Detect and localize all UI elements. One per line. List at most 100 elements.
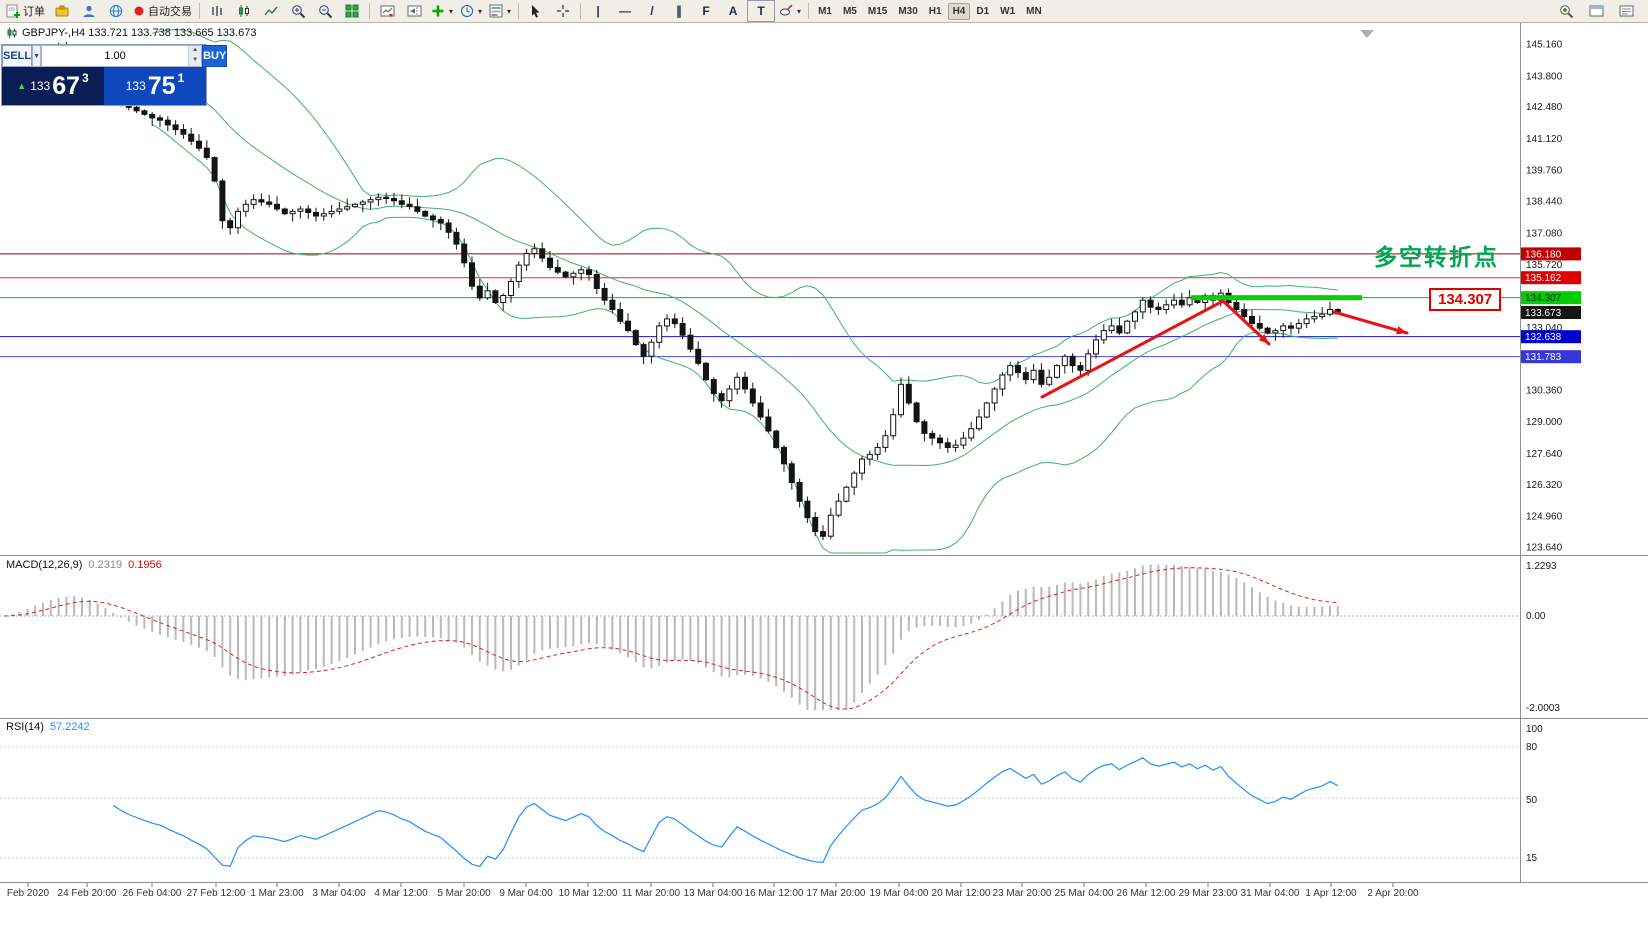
svg-text:13 Mar 04:00: 13 Mar 04:00: [684, 888, 743, 899]
auto-trading-icon: [134, 6, 144, 16]
svg-text:17 Mar 20:00: 17 Mar 20:00: [807, 888, 866, 899]
channel-icon: ∥: [676, 4, 683, 18]
svg-text:24 Feb 20:00: 24 Feb 20:00: [58, 888, 117, 899]
templates-button[interactable]: ▾: [486, 1, 514, 21]
tf-mn-button[interactable]: MN: [1026, 5, 1042, 17]
tf-m15-button[interactable]: M15: [867, 5, 888, 17]
symbol-ohlc-text: GBPJPY-,H4 133.721 133.738 133.665 133.6…: [22, 27, 257, 39]
indicators-button[interactable]: ▾: [428, 1, 456, 21]
caret-down-icon: ▾: [797, 6, 802, 16]
tf-h4-button[interactable]: H4: [947, 2, 971, 20]
auto-scroll-button[interactable]: [374, 1, 400, 21]
auto-trading-label: 自动交易: [148, 6, 192, 18]
tf-w1-button[interactable]: W1: [1000, 5, 1016, 17]
line-chart-type-button[interactable]: [258, 1, 284, 21]
vertical-line-tool-button[interactable]: |: [585, 1, 611, 21]
data-window-button[interactable]: [1583, 1, 1609, 21]
crosshair-tool-button[interactable]: [550, 1, 576, 21]
trade-widget-controls: SELL ▼ ▲▼ BUY: [2, 45, 228, 67]
volume-stepper[interactable]: ▲ ▼: [188, 46, 202, 66]
templates-icon: [489, 4, 503, 18]
svg-text:16 Mar 12:00: 16 Mar 12:00: [745, 888, 804, 899]
tile-windows-button[interactable]: [339, 1, 365, 21]
volume-input[interactable]: [42, 46, 189, 66]
svg-text:5 Mar 20:00: 5 Mar 20:00: [437, 888, 491, 899]
volume-box: ▲▼: [41, 45, 203, 67]
chart-shift-button[interactable]: [401, 1, 427, 21]
sell-price-prefix: 133: [30, 79, 51, 93]
sell-button[interactable]: SELL: [2, 45, 33, 67]
horizontal-line-tool-button[interactable]: —: [612, 1, 638, 21]
zoom-out-icon: [318, 4, 332, 18]
sell-price-panel[interactable]: ▲ 133 67 3: [2, 67, 104, 105]
tf-m30-button[interactable]: M30: [898, 5, 918, 17]
zoom-out-button[interactable]: [312, 1, 338, 21]
crosshair-icon: [557, 5, 570, 17]
volume-dropdown-button[interactable]: ▼: [32, 45, 42, 67]
fibonacci-tool-button[interactable]: F: [693, 1, 719, 21]
candlestick-chart-type-icon: [239, 5, 249, 17]
channel-tool-button[interactable]: ∥: [666, 1, 692, 21]
auto-trading-button[interactable]: 自动交易: [130, 1, 195, 21]
text-label-tool-button[interactable]: T: [747, 0, 776, 22]
svg-text:50: 50: [1526, 795, 1538, 806]
text-label-icon: T: [757, 4, 765, 18]
search-plus-button[interactable]: [1553, 1, 1579, 21]
macd-header: MACD(12,26,9) 0.2319 0.1956: [6, 559, 162, 571]
cursor-tool-button[interactable]: [523, 1, 549, 21]
tf-h1-button[interactable]: H1: [928, 5, 942, 17]
svg-text:142.480: 142.480: [1526, 102, 1563, 113]
svg-text:1 Mar 23:00: 1 Mar 23:00: [250, 888, 304, 899]
macd-main-value: 0.2319: [88, 559, 123, 571]
buy-price-panel[interactable]: 133 75 1: [104, 67, 206, 105]
svg-text:145.160: 145.160: [1526, 40, 1563, 51]
bar-chart-type-icon: [212, 6, 222, 16]
volume-up-icon[interactable]: ▲: [189, 46, 202, 56]
svg-text:23 Mar 20:00: 23 Mar 20:00: [993, 888, 1052, 899]
shapes-tool-button[interactable]: ▾: [776, 1, 804, 21]
macd-signal-value: 0.1956: [128, 559, 162, 571]
trendline-tool-button[interactable]: /: [639, 1, 665, 21]
one-click-trading-widget: SELL ▼ ▲▼ BUY ▲ 133 67 3 133 75 1: [1, 44, 228, 106]
new-order-label: 订单: [23, 6, 45, 18]
trade-widget-prices: ▲ 133 67 3 133 75 1: [2, 67, 206, 105]
toolbar-right-group: [1553, 1, 1645, 21]
svg-text:143.800: 143.800: [1526, 71, 1563, 82]
volume-down-icon[interactable]: ▼: [189, 56, 202, 66]
buy-button[interactable]: BUY: [202, 45, 228, 67]
profile-button[interactable]: [76, 1, 102, 21]
period-button[interactable]: ▾: [457, 1, 485, 21]
bar-chart-type-button[interactable]: [204, 1, 230, 21]
tf-m5-button[interactable]: M5: [842, 5, 857, 17]
community-button[interactable]: [103, 1, 129, 21]
new-order-button[interactable]: 订单: [3, 1, 48, 21]
svg-text:31 Mar 04:00: 31 Mar 04:00: [1241, 888, 1300, 899]
sell-price-sup: 3: [82, 71, 89, 85]
rsi-name: RSI(14): [6, 721, 44, 733]
tile-windows-icon: [345, 4, 359, 18]
cursor-icon: [532, 5, 540, 18]
svg-text:133.040: 133.040: [1526, 323, 1563, 334]
svg-text:137.080: 137.080: [1526, 228, 1563, 239]
key-level-price-box: 134.307: [1429, 288, 1502, 311]
svg-text:135.720: 135.720: [1526, 260, 1563, 271]
time-axis[interactable]: [0, 883, 1520, 903]
clock-icon: [461, 5, 474, 17]
svg-text:80: 80: [1526, 742, 1538, 753]
svg-text:129.000: 129.000: [1526, 417, 1563, 428]
profile-icon: [83, 5, 95, 17]
terminal-button[interactable]: [1613, 1, 1639, 21]
price-axis[interactable]: [1521, 23, 1648, 882]
symbol-header: GBPJPY-,H4 133.721 133.738 133.665 133.6…: [6, 27, 256, 39]
text-tool-button[interactable]: A: [720, 1, 746, 21]
zoom-in-button[interactable]: [285, 1, 311, 21]
candlestick-chart-type-button[interactable]: [231, 1, 257, 21]
tf-m1-button[interactable]: M1: [818, 5, 832, 17]
toolbox-button[interactable]: [49, 1, 75, 21]
tf-d1-button[interactable]: D1: [976, 5, 990, 17]
toolbar-separator: [199, 3, 200, 19]
svg-text:0.00: 0.00: [1526, 611, 1546, 622]
caret-down-icon: ▾: [507, 6, 512, 16]
